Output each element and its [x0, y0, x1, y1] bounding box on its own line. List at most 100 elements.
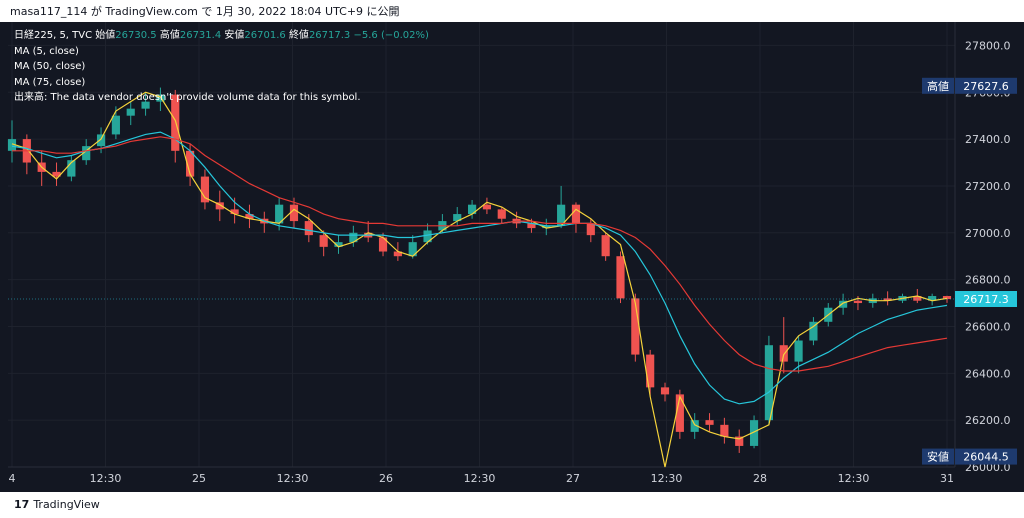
- candle-body: [186, 150, 195, 177]
- candle-body: [96, 134, 106, 147]
- last-price-badge-value-bg: [955, 291, 1017, 308]
- ma50-line: [11, 131, 948, 405]
- publisher-text: masa117_114 が TradingView.com で 1月 30, 2…: [10, 5, 400, 18]
- ohlc-row: 日経225, 5, TVC 始値26730.5 高値26731.4 安値2670…: [14, 28, 429, 44]
- ma5-line: [11, 91, 948, 468]
- candle-body: [156, 94, 165, 102]
- candle-body: [408, 242, 417, 257]
- close-label: 終値: [288, 30, 309, 41]
- time-tick-label: 27: [566, 472, 580, 485]
- high-value: 26731.4: [179, 30, 222, 41]
- low-value: 26701.6: [244, 30, 286, 41]
- candle-body: [67, 160, 76, 177]
- last-price-badge-value: 26717.3: [963, 293, 1009, 306]
- candle-body: [675, 394, 684, 432]
- candle-body: [467, 204, 477, 215]
- candle-body: [720, 424, 729, 437]
- candle-body: [230, 209, 239, 215]
- candle-body: [557, 204, 566, 226]
- price-tick-label: 26800.0: [965, 274, 1011, 287]
- candle-body: [794, 340, 803, 362]
- ma75-legend[interactable]: MA (75, close): [14, 76, 86, 88]
- price-tick-label: 27800.0: [965, 39, 1011, 52]
- candle-body: [423, 230, 432, 243]
- ma75-line: [12, 136, 948, 372]
- candle-body: [245, 214, 254, 219]
- candle-body: [764, 345, 773, 421]
- price-chart[interactable]: 27800.027600.027400.027200.027000.026800…: [0, 22, 1024, 492]
- candle-body: [542, 225, 551, 229]
- candle-body: [690, 420, 699, 432]
- candle-body: [616, 256, 625, 299]
- low-badge-label-bg: [922, 448, 954, 465]
- open-value: 26730.5: [115, 30, 157, 41]
- publisher-bar: masa117_114 が TradingView.com で 1月 30, 2…: [0, 0, 1024, 22]
- time-tick-label: 4: [9, 472, 16, 485]
- candle-body: [482, 204, 492, 210]
- high-label: 高値: [159, 30, 180, 41]
- low-badge-label: 安値: [927, 450, 949, 464]
- candle-body: [111, 115, 120, 135]
- time-tick-label: 26: [379, 472, 393, 485]
- candle-body: [349, 232, 358, 243]
- time-tick-label: 12:30: [838, 472, 870, 485]
- candle-body: [883, 298, 892, 301]
- candle-body: [393, 251, 402, 257]
- candle-body: [660, 387, 670, 395]
- candle-body: [749, 420, 759, 446]
- candle-body: [289, 204, 299, 222]
- candle-body: [275, 204, 284, 224]
- candle-body: [52, 171, 61, 177]
- time-tick-label: 28: [753, 472, 767, 485]
- time-tick-label: 12:30: [277, 472, 309, 485]
- candle-body: [913, 296, 922, 301]
- high-badge-value: 27627.6: [963, 80, 1009, 93]
- open-label: 始値: [95, 30, 116, 41]
- volume-note: 出来高: The data vendor doesn't provide vol…: [14, 92, 361, 103]
- time-tick-label: 25: [192, 472, 206, 485]
- candle-body: [141, 101, 150, 109]
- time-tick-label: 31: [940, 472, 954, 485]
- brand-name: TradingView: [33, 498, 100, 511]
- footer-bar: 17 TradingView: [0, 492, 1024, 518]
- tradingview-logo-icon: 17: [14, 498, 30, 511]
- price-tick-label: 26600.0: [965, 320, 1011, 333]
- candle-body: [82, 146, 91, 161]
- ma5-legend[interactable]: MA (5, close): [14, 45, 79, 57]
- price-tick-label: 27200.0: [965, 180, 1011, 193]
- low-badge-value: 26044.5: [963, 451, 1009, 464]
- candle-body: [200, 176, 210, 203]
- price-tick-label: 27000.0: [965, 227, 1011, 240]
- price-tick-label: 26200.0: [965, 414, 1011, 427]
- low-label: 安値: [224, 30, 245, 41]
- change-value: −5.6 (−0.02%): [353, 30, 429, 41]
- candle-body: [586, 223, 595, 236]
- candle-body: [631, 298, 640, 355]
- low-badge-value-bg: [955, 448, 1017, 465]
- chart-legend: 日経225, 5, TVC 始値26730.5 高値26731.4 安値2670…: [14, 28, 429, 106]
- high-badge-value-bg: [955, 77, 1017, 94]
- time-tick-label: 12:30: [651, 472, 683, 485]
- close-value: 26717.3: [308, 30, 351, 41]
- candle-body: [304, 221, 313, 236]
- candle-body: [839, 300, 848, 308]
- candle-body: [735, 436, 744, 446]
- time-tick-label: 12:30: [464, 472, 496, 485]
- candle-body: [527, 223, 536, 229]
- high-badge-label: 高値: [927, 79, 949, 93]
- candle-body: [126, 108, 135, 116]
- candle-body: [942, 296, 952, 300]
- candle-body: [705, 420, 714, 425]
- candle-body: [809, 321, 818, 341]
- candle-body: [601, 235, 610, 257]
- candle-body: [378, 237, 388, 252]
- ma50-legend[interactable]: MA (50, close): [14, 61, 86, 72]
- candle-body: [497, 209, 506, 219]
- time-tick-label: 12:30: [90, 472, 122, 485]
- candle-body: [334, 242, 343, 247]
- tradingview-brand[interactable]: 17 TradingView: [14, 498, 100, 511]
- candle-body: [7, 139, 17, 151]
- symbol-label: 日経225, 5, TVC: [14, 30, 93, 41]
- price-tick-label: 26400.0: [965, 367, 1011, 380]
